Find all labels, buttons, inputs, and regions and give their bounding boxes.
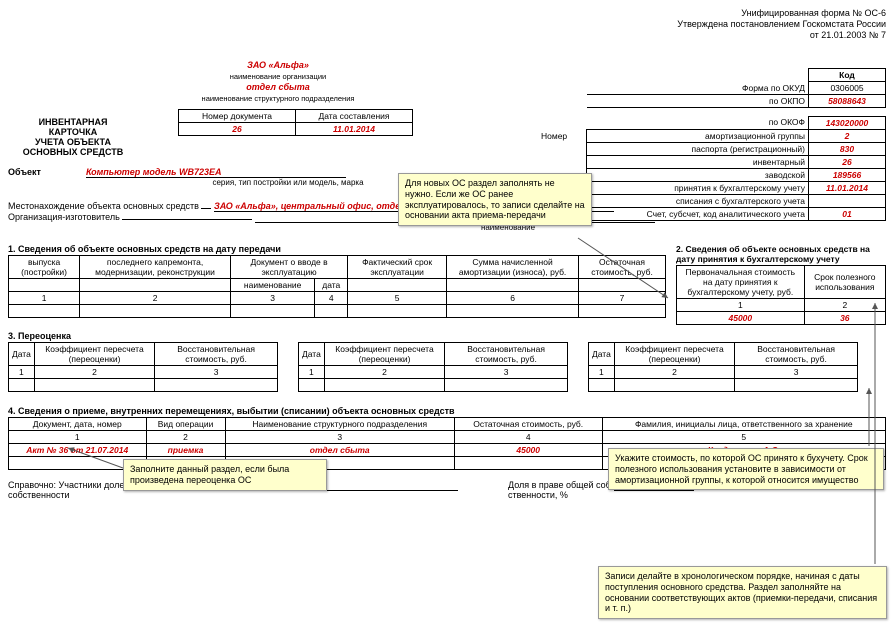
- sec3-table-c: ДатаКоэффициент пересчета (переоценки)Во…: [588, 342, 858, 392]
- form-title: ИНВЕНТАРНАЯ КАРТОЧКА УЧЕТА ОБЪЕКТА ОСНОВ…: [8, 109, 138, 157]
- passport: 830: [809, 142, 886, 155]
- footer-l4: ственности, %: [508, 490, 614, 500]
- inv: 26: [809, 155, 886, 168]
- amort: 2: [809, 129, 886, 142]
- nomer-label: Номер: [541, 131, 567, 141]
- accept: 11.01.2014: [809, 181, 886, 194]
- sec3-title: 3. Переоценка: [8, 331, 886, 341]
- okpo-label: по ОКПО: [587, 95, 809, 108]
- code-col-head: Код: [809, 69, 886, 82]
- form-header: Унифицированная форма № ОС-6 Утверждена …: [677, 8, 886, 40]
- callout-2: Заполните данный раздел, если была произ…: [123, 459, 327, 491]
- okof: 143020000: [809, 116, 886, 129]
- callout-4: Записи делайте в хронологическом порядке…: [598, 566, 887, 619]
- writeoff: [809, 194, 886, 207]
- sec2-v2: 36: [804, 312, 885, 325]
- sec2-v1: 45000: [677, 312, 805, 325]
- doc-num: 26: [179, 123, 296, 136]
- loc-label2: Организация-изготовитель: [8, 212, 120, 222]
- object-value: Компьютер модель WB723EA: [86, 167, 346, 178]
- sec4-title: 4. Сведения о приеме, внутренних перемещ…: [8, 406, 886, 416]
- sec1-title: 1. Сведения об объекте основных средств …: [8, 244, 666, 254]
- footer-l2: собственности: [8, 490, 308, 500]
- factory: 189566: [809, 168, 886, 181]
- analytic: 01: [809, 207, 886, 220]
- writeoff-label: списания с бухгалтерского учета: [587, 194, 809, 207]
- sec4-r-c1: Акт № 36 от 21.07.2014: [9, 444, 147, 457]
- sec3-table-b: ДатаКоэффициент пересчета (переоценки)Во…: [298, 342, 568, 392]
- okpo: 58088643: [809, 95, 886, 108]
- dept-label: наименование структурного подразделения: [202, 94, 355, 103]
- sec4-r-c4: 45000: [454, 444, 602, 457]
- sec3-table-a: ДатаКоэффициент пересчета (переоценки)Во…: [8, 342, 278, 392]
- header-line1: Унифицированная форма № ОС-6: [677, 8, 886, 19]
- doc-date: 11.01.2014: [296, 123, 413, 136]
- dept-name: отдел сбыта: [246, 82, 309, 92]
- header-line2: Утверждена постановлением Госкомстата Ро…: [677, 19, 886, 30]
- footer-l3: Доля в праве общей соб-: [508, 480, 614, 490]
- loc-label1: Местонахождение объекта основных средств: [8, 201, 199, 211]
- org-name-label: наименование организации: [230, 72, 327, 81]
- accept-label: принятия к бухгалтерскому учету: [587, 181, 809, 194]
- header-line3: от 21.01.2003 № 7: [677, 30, 886, 41]
- callout-1: Для новых ОС раздел заполнять не нужно. …: [398, 173, 592, 226]
- factory-label: заводской: [587, 168, 809, 181]
- sec4-r-c3: отдел сбыта: [225, 444, 454, 457]
- codes-table: Код Форма по ОКУД0306005 по ОКПО58088643…: [586, 68, 886, 221]
- sec2-table: Первоначальная стоимость на дату приняти…: [676, 265, 886, 325]
- callout-3: Укажите стоимость, по которой ОС принято…: [608, 448, 884, 490]
- org-name: ЗАО «Альфа»: [247, 60, 309, 70]
- okof-label: по ОКОФ: [587, 116, 809, 129]
- sec1-table: выпуска (постройки) последнего капремонт…: [8, 255, 666, 318]
- amort-label: амортизационной группы: [587, 129, 809, 142]
- object-label: Объект: [8, 167, 41, 177]
- passport-label: паспорта (регистрационный): [587, 142, 809, 155]
- sec4-r-c2: приемка: [146, 444, 225, 457]
- okud-label: Форма по ОКУД: [587, 82, 809, 95]
- sec2-title: 2. Сведения об объекте основных средств …: [676, 244, 886, 264]
- doc-info-table: Номер документаДата составления 2611.01.…: [178, 109, 413, 136]
- analytic-label: Счет, субсчет, код аналитического учета: [587, 207, 809, 220]
- inv-label: инвентарный: [587, 155, 809, 168]
- okud: 0306005: [809, 82, 886, 95]
